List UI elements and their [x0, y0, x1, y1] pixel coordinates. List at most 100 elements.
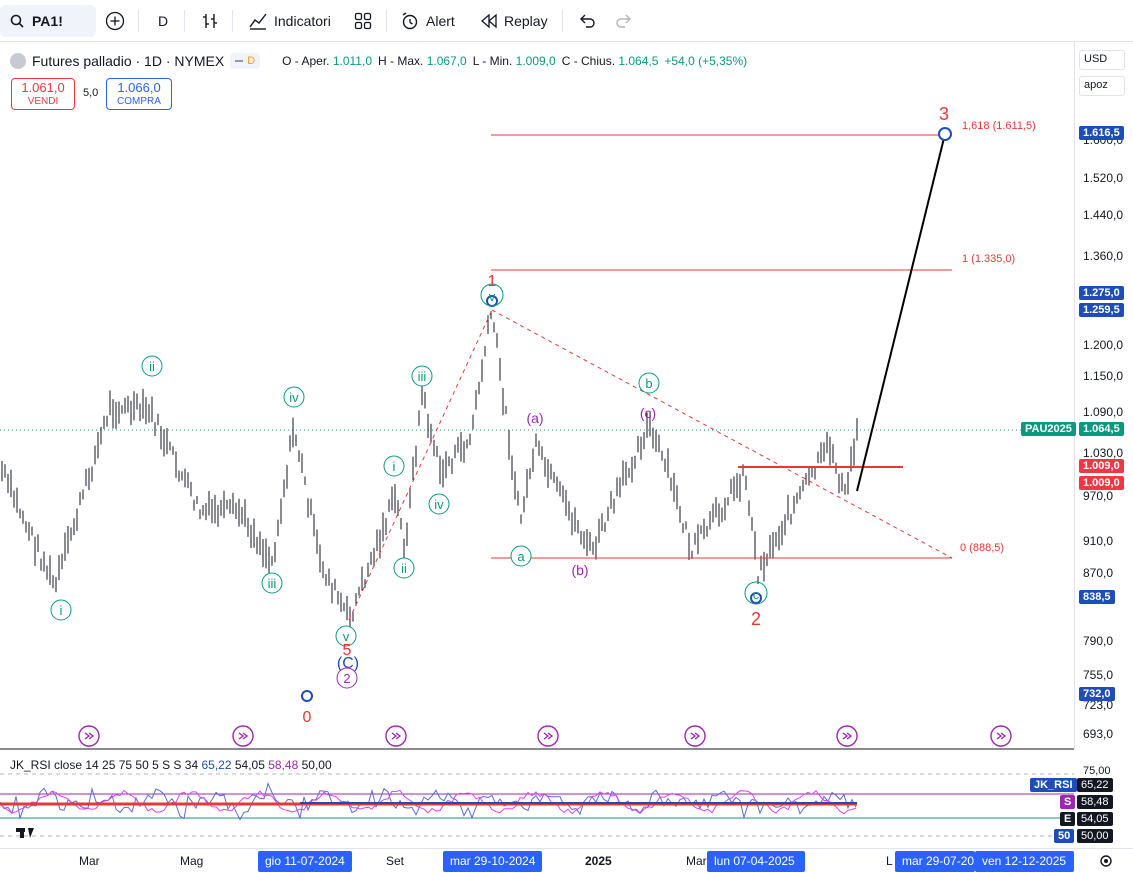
price-tag-1009-b: 1.009,0 — [1079, 476, 1124, 490]
wave-label-ii: ii — [149, 359, 155, 374]
wave-label-iii-minor: iii — [418, 369, 427, 384]
grid-layout-icon — [354, 12, 372, 30]
wave-1-dashed-line — [348, 309, 493, 621]
change-value: +54,0 (+5,35%) — [664, 54, 748, 68]
wave-label-2: 2 — [751, 609, 761, 629]
rsi-s-tag-value: 58,48 — [1081, 796, 1109, 808]
toolbar-divider — [138, 10, 139, 32]
wave-label-v-minor: v — [489, 289, 496, 304]
rsi-50-value-tag: 50,00 — [1077, 829, 1113, 843]
open-number: 1.011,0 — [332, 54, 372, 68]
plus-circle-icon — [105, 11, 125, 31]
price-bars — [1, 311, 858, 627]
price-tag-1275: 1.275,0 — [1079, 286, 1124, 300]
axis-tick: 755,0 — [1083, 668, 1114, 682]
axis-tick: 1.360,0 — [1083, 249, 1124, 263]
interval-label: D — [158, 13, 169, 29]
axis-tick: 870,0 — [1083, 566, 1114, 580]
time-axis[interactable]: Mar Mag gio 11-07-2024 Set mar 29-10-202… — [0, 848, 1133, 873]
toolbar-divider — [386, 10, 387, 32]
rsi-legend-v1: 65,22 — [201, 758, 232, 772]
sell-button[interactable]: 1.061,0 VENDI — [11, 78, 75, 110]
rsi-axis-75: 75,00 — [1083, 765, 1111, 777]
wave-label-v: v — [343, 629, 350, 644]
toolbar-divider — [184, 10, 185, 32]
redo-icon — [616, 14, 631, 28]
pivot-point-0[interactable] — [301, 690, 313, 702]
wave-label-i-minor: i — [393, 459, 396, 474]
axis-tick: 970,0 — [1083, 489, 1114, 503]
interval-button[interactable]: D — [158, 5, 168, 37]
rsi-e-name-tag: E — [1060, 812, 1076, 826]
symbol-search-button[interactable]: PA1! — [0, 5, 96, 37]
top-toolbar: PA1! D Indicatori Alert Replay — [0, 0, 1133, 42]
time-tick: Mag — [180, 854, 204, 868]
rsi-name-tag: JK_RSI — [1030, 778, 1077, 792]
chart-type-button[interactable] — [200, 5, 220, 37]
close-label: C - Chius. — [561, 54, 616, 68]
event-marker-icon[interactable] — [684, 725, 706, 747]
bar-chart-type-icon — [203, 14, 217, 28]
wave-label-circle — [335, 625, 357, 647]
event-marker-icon[interactable] — [990, 725, 1012, 747]
symbol-label: PA1! — [32, 13, 63, 29]
alert-button[interactable]: Alert — [400, 5, 455, 37]
wave-label-circle — [744, 581, 768, 605]
wave-label-circle — [50, 599, 72, 621]
fib-1-label: 1 (1.335,0) — [962, 253, 1015, 265]
event-marker-icon[interactable] — [232, 725, 254, 747]
chart-canvas[interactable]: i ii iii iv v i ii iii iv v a b c (a) (b… — [0, 42, 1074, 848]
low-value: L - Min. 1.009,0 — [473, 54, 556, 68]
time-tick: L — [886, 854, 893, 868]
wave-3-projection-line — [856, 133, 946, 492]
time-tick: Mar — [79, 854, 100, 868]
layouts-button[interactable] — [354, 5, 372, 37]
wave-label-c-paren: (c) — [640, 405, 656, 421]
event-marker-icon[interactable] — [78, 725, 100, 747]
redo-button[interactable] — [615, 5, 633, 37]
pivot-point-2[interactable] — [750, 592, 762, 604]
pivot-point-3[interactable] — [938, 127, 952, 141]
time-highlight-2: mar 29-10-2024 — [443, 851, 543, 872]
price-tag-1616: 1.616,5 — [1079, 126, 1124, 140]
time-tick: Set — [386, 854, 405, 868]
event-marker-icon[interactable] — [385, 725, 407, 747]
symbol-logo-icon — [10, 53, 26, 69]
chart-title[interactable]: Futures palladio · 1D · NYMEX — [32, 53, 225, 69]
rsi-s-value-tag: 58,48 — [1077, 795, 1113, 809]
price-axis[interactable]: USD apoz 1.600,0 1.520,0 1.440,0 1.360,0… — [1074, 42, 1133, 843]
add-symbol-button[interactable] — [105, 5, 125, 37]
indicators-button[interactable]: Indicatori — [248, 5, 331, 37]
wave-label-i: i — [60, 603, 63, 618]
undo-button[interactable] — [578, 5, 596, 37]
wave-label-circle — [383, 455, 405, 477]
axis-tick: 910,0 — [1083, 534, 1114, 548]
unit-select[interactable]: apoz — [1079, 76, 1125, 96]
wave-label-b: b — [645, 376, 652, 391]
buy-price: 1.066,0 — [117, 80, 161, 95]
undo-icon — [580, 14, 595, 28]
wave-label-a: a — [517, 549, 525, 564]
toolbar-divider — [562, 10, 563, 32]
price-tag-838: 838,5 — [1079, 590, 1115, 604]
buy-button[interactable]: 1.066,0 COMPRA — [106, 78, 172, 110]
currency-select[interactable]: USD — [1079, 50, 1125, 70]
sell-label: VENDI — [27, 96, 59, 107]
axis-tick: 1.030,0 — [1083, 446, 1124, 460]
rsi-line — [0, 781, 857, 821]
high-label: H - Max. — [378, 54, 424, 68]
event-marker-icon[interactable] — [836, 725, 858, 747]
wave-label-0: 0 — [303, 709, 312, 726]
rsi-legend-v2: 54,05 — [234, 758, 265, 772]
wave-label-circle — [411, 365, 433, 387]
axis-tick: 1.090,0 — [1083, 405, 1124, 419]
rsi-legend[interactable]: JK_RSI close 14 25 75 50 5 S S 34 65,22 … — [10, 758, 332, 772]
event-marker-icon[interactable] — [537, 725, 559, 747]
rsi-legend-v3: 58,48 — [268, 758, 299, 772]
symbol-price-tag: PAU2025 — [1021, 422, 1076, 436]
wave-label-circle — [283, 386, 305, 408]
settings-gear-icon[interactable] — [1098, 853, 1114, 873]
time-tick: Mar — [686, 854, 707, 868]
replay-button[interactable]: Replay — [480, 5, 548, 37]
axis-tick: 1.200,0 — [1083, 338, 1124, 352]
